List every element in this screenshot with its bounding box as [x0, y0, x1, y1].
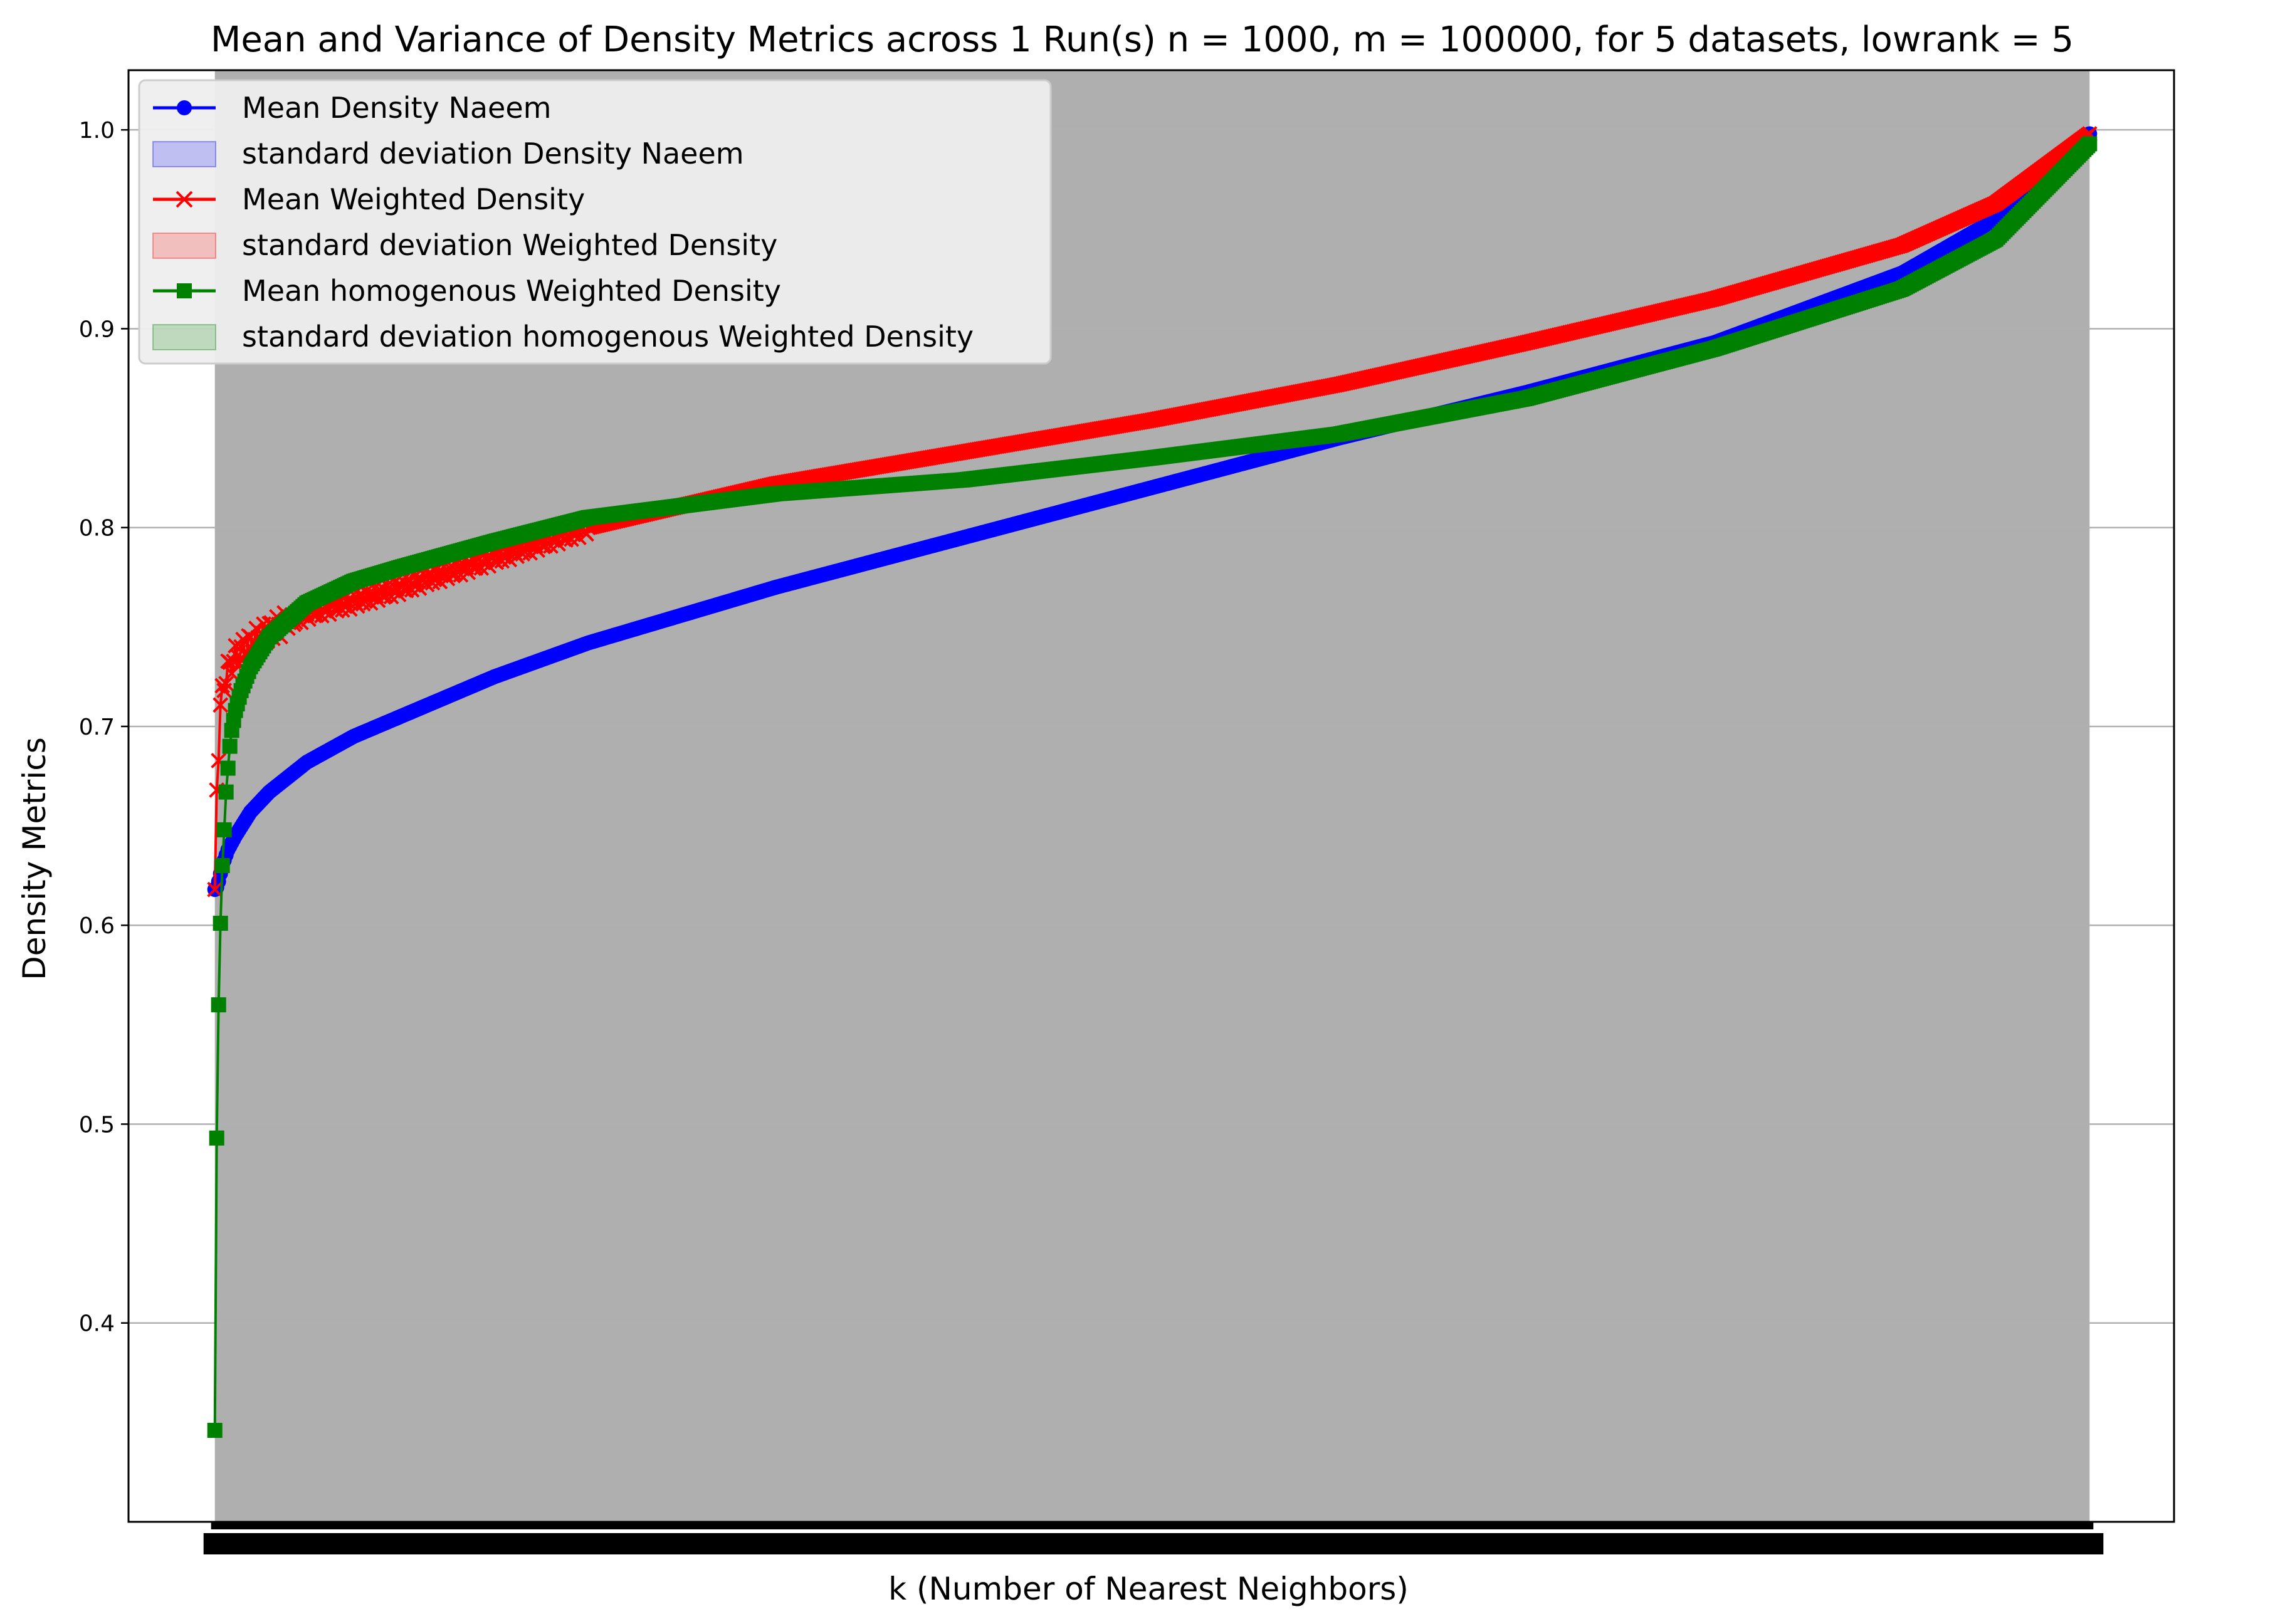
- y-tick-label: 1.0: [79, 118, 115, 144]
- x-axis-label: k (Number of Nearest Neighbors): [888, 1571, 1409, 1607]
- data-point: [216, 822, 232, 837]
- data-point: [211, 997, 226, 1013]
- y-tick-label: 0.4: [79, 1311, 115, 1337]
- data-point: [209, 1130, 224, 1146]
- series-2: [207, 136, 2098, 1438]
- legend-label-mean-homogenous-weighted-density: Mean homogenous Weighted Density: [242, 274, 781, 308]
- data-point: [224, 666, 240, 681]
- legend-band-homogenous: [152, 324, 216, 350]
- legend: Mean Density Naeem standard deviation De…: [138, 79, 1052, 365]
- series-markers: [207, 136, 2098, 1438]
- legend-label-std-weighted-density: standard deviation Weighted Density: [242, 228, 777, 262]
- legend-label-std-homogenous-weighted-density: standard deviation homogenous Weighted D…: [242, 320, 974, 354]
- data-point: [207, 1423, 223, 1438]
- legend-marker-homogenous: [177, 283, 192, 298]
- y-tick-label: 0.9: [79, 317, 115, 342]
- data-point: [214, 858, 230, 874]
- data-point: [218, 676, 234, 692]
- series-layer: [207, 126, 2098, 1438]
- data-point: [220, 760, 236, 776]
- legend-box: [138, 79, 1052, 365]
- legend-label-mean-density-naeem: Mean Density Naeem: [242, 91, 551, 125]
- data-point: [218, 784, 234, 800]
- y-tick-label: 0.7: [79, 715, 115, 740]
- legend-band-weighted: [152, 233, 216, 259]
- x-tick-label-band: [203, 1533, 2104, 1554]
- y-tick-label: 0.5: [79, 1112, 115, 1138]
- legend-marker-naeem: [177, 100, 192, 115]
- legend-marker-weighted: [176, 191, 193, 208]
- x-tick-band: [211, 1522, 2094, 1529]
- y-tick-label: 0.6: [79, 913, 115, 939]
- data-point: [213, 916, 228, 931]
- data-point: [222, 738, 238, 754]
- legend-label-mean-weighted-density: Mean Weighted Density: [242, 182, 585, 216]
- legend-band-naeem: [152, 141, 216, 167]
- data-point: [213, 697, 229, 713]
- data-point: [2082, 136, 2098, 152]
- y-tick-layer: 0.4 0.5 0.6 0.7 0.8 0.9 1.0: [79, 118, 129, 1337]
- data-point: [207, 881, 223, 898]
- legend-label-std-density-naeem: standard deviation Density Naeem: [242, 137, 744, 170]
- y-tick-label: 0.8: [79, 516, 115, 542]
- chart-title: Mean and Variance of Density Metrics acr…: [211, 19, 2074, 60]
- x-tick-layer: [203, 1522, 2104, 1554]
- y-axis-label: Density Metrics: [16, 737, 53, 980]
